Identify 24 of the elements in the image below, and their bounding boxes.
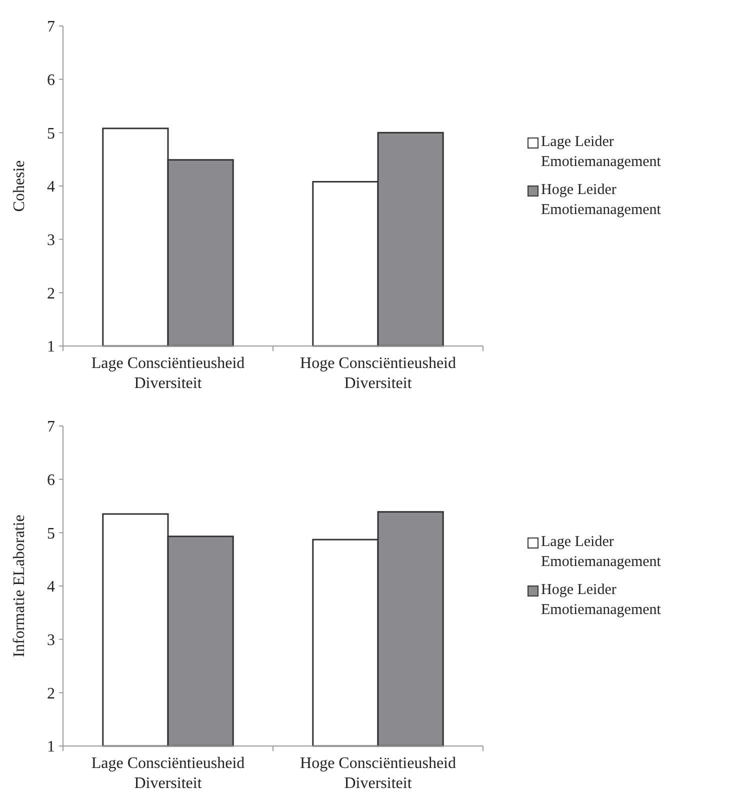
y-tick-label: 2	[47, 685, 55, 702]
y-tick-label: 1	[47, 738, 55, 756]
y-tick-label: 7	[47, 18, 55, 36]
y-tick-label: 7	[47, 418, 55, 436]
y-tick-label: 4	[47, 178, 55, 196]
x-tick-label: Hoge Consciëntieusheid Diversiteit	[300, 355, 456, 392]
legend-label: Lage Leider Emotiemanagement	[541, 534, 662, 570]
y-tick-label: 6	[47, 472, 55, 489]
y-tick-label: 3	[47, 232, 55, 249]
y-tick-label: 5	[47, 525, 55, 542]
y-axis-title: Cohesie	[11, 160, 28, 212]
y-tick-label: 5	[47, 125, 55, 142]
y-tick-label: 2	[47, 285, 55, 302]
legend-label: Hoge Leider Emotiemanagement	[541, 582, 662, 618]
y-axis-title: Informatie ELaboratie	[11, 514, 28, 658]
y-tick-label: 1	[47, 338, 55, 356]
x-tick-label: Lage Consciëntieusheid Diversiteit	[91, 755, 245, 792]
legend-label: Hoge Leider Emotiemanagement	[541, 182, 662, 218]
y-tick-label: 6	[47, 72, 55, 89]
x-tick-label: Lage Consciëntieusheid Diversiteit	[91, 355, 245, 392]
y-tick-label: 3	[47, 632, 55, 649]
y-tick-label: 4	[47, 578, 55, 596]
legend-label: Lage Leider Emotiemanagement	[541, 134, 662, 170]
x-tick-label: Hoge Consciëntieusheid Diversiteit	[300, 755, 456, 792]
